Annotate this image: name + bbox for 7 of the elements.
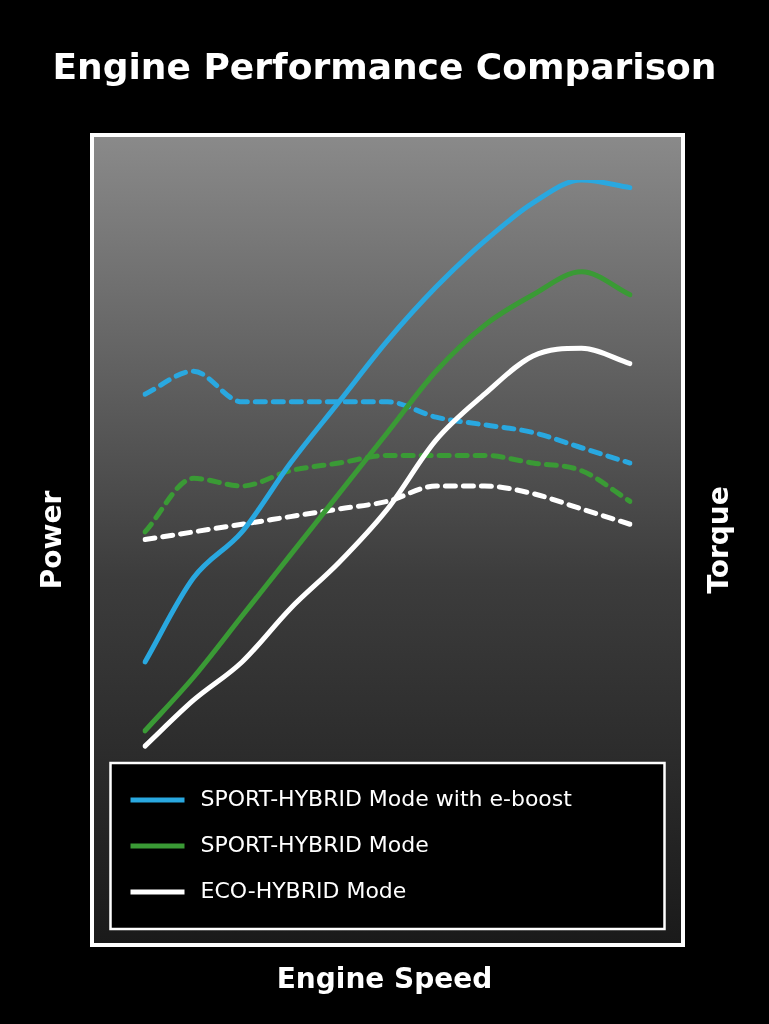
x-axis-title: Engine Speed [276, 962, 493, 996]
y2-axis-title: Torque [702, 486, 736, 594]
chart-title: Engine Performance Comparison [52, 46, 717, 88]
legend-label: SPORT-HYBRID Mode with e-boost [200, 785, 573, 811]
y-axis-title: Power [35, 490, 69, 590]
legend-label: ECO-HYBRID Mode [200, 877, 407, 903]
legend-label: SPORT-HYBRID Mode [200, 831, 429, 857]
